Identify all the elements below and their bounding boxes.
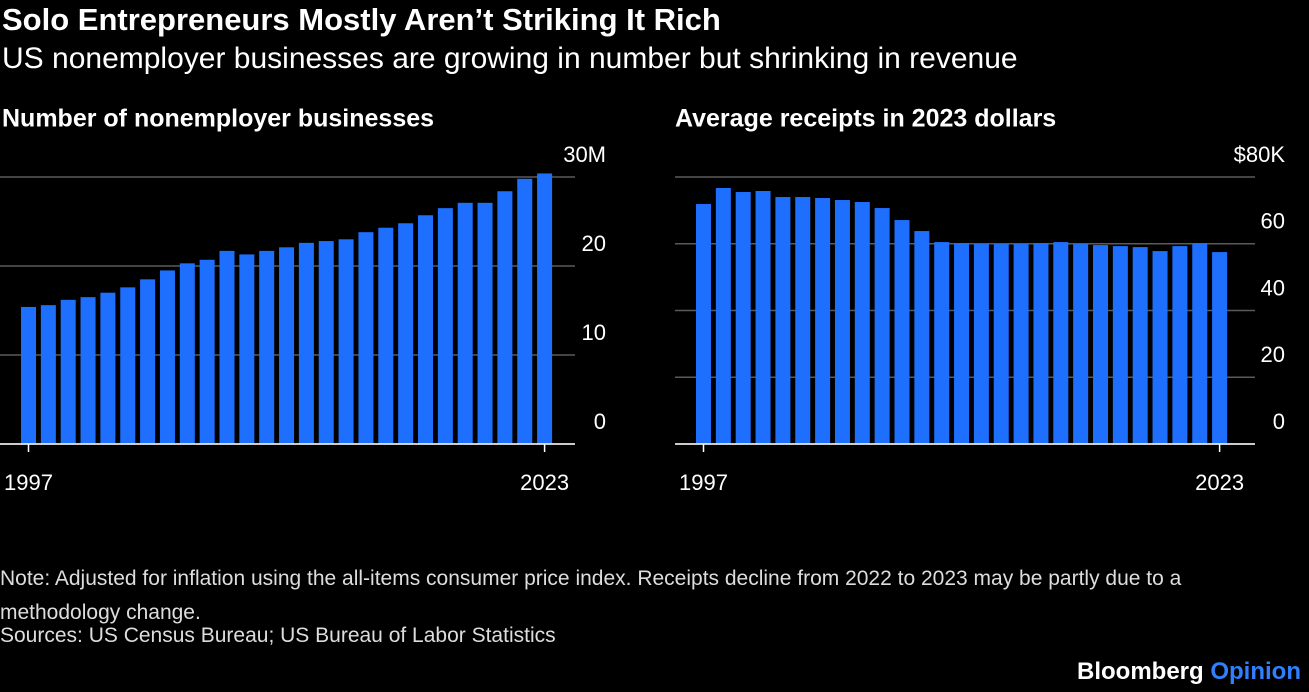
bar (1192, 243, 1208, 444)
x-tick-label: 1997 (679, 470, 728, 495)
bar (100, 292, 116, 444)
x-tick-label: 2023 (520, 470, 569, 495)
bar (874, 208, 890, 444)
y-tick-label: 10 (582, 320, 606, 345)
bar (1073, 244, 1089, 444)
bar (1112, 246, 1128, 444)
bar (537, 173, 553, 444)
bar (894, 220, 910, 444)
bar (60, 299, 76, 444)
bar (199, 259, 215, 444)
bar (398, 223, 414, 444)
bar (40, 305, 56, 444)
bar (1013, 244, 1029, 444)
bar (1132, 247, 1148, 444)
bar (219, 250, 235, 444)
y-tick-label: $80K (1234, 142, 1286, 167)
bar (1212, 252, 1228, 444)
bar (298, 242, 314, 444)
bar (140, 279, 156, 444)
bar (795, 197, 811, 444)
bar (457, 202, 473, 444)
bar (437, 208, 453, 444)
y-tick-label: 0 (594, 409, 606, 434)
chart-title: Number of nonemployer businesses (2, 105, 434, 133)
bar (338, 239, 354, 444)
bar (418, 215, 433, 444)
brand-name: Bloomberg (1077, 658, 1204, 685)
bar (1033, 243, 1049, 444)
bar (1152, 251, 1168, 444)
bar (834, 200, 850, 444)
bar (318, 241, 334, 444)
source: Sources: US Census Bureau; US Bureau of … (0, 624, 556, 647)
bar (239, 254, 255, 444)
bar (993, 244, 1009, 444)
x-tick-label: 2023 (1195, 470, 1244, 495)
bar (775, 197, 791, 444)
y-tick-label: 30M (563, 142, 606, 167)
bar (120, 287, 136, 444)
bar (1172, 246, 1188, 444)
bar (259, 250, 275, 444)
bar (954, 243, 970, 444)
bar (815, 198, 831, 444)
bar (477, 202, 493, 444)
y-tick-label: 20 (1261, 342, 1285, 367)
bar (517, 178, 533, 444)
bar (715, 188, 731, 444)
brand-section: Opinion (1210, 658, 1301, 685)
bar (973, 244, 989, 444)
bar (1053, 242, 1069, 444)
bar (497, 191, 513, 444)
bar (21, 306, 36, 444)
note: Note: Adjusted for inflation using the a… (0, 567, 1182, 624)
chart-title: Average receipts in 2023 dollars (675, 105, 1056, 133)
bar (279, 247, 295, 444)
brand: Bloomberg Opinion (1077, 658, 1301, 686)
bar (80, 297, 96, 444)
bar (934, 242, 950, 444)
y-tick-label: 60 (1261, 209, 1285, 234)
y-tick-label: 0 (1273, 409, 1285, 434)
bar (159, 270, 175, 444)
y-tick-label: 40 (1261, 275, 1285, 300)
bar (358, 232, 374, 444)
title: Solo Entrepreneurs Mostly Aren’t Strikin… (2, 2, 721, 37)
y-tick-label: 20 (582, 231, 606, 256)
bar (179, 263, 195, 444)
bar (735, 192, 751, 444)
bar (755, 191, 771, 444)
x-tick-label: 1997 (4, 470, 53, 495)
subtitle: US nonemployer businesses are growing in… (2, 42, 1018, 75)
bar (914, 231, 930, 444)
bar (696, 204, 711, 444)
bar (1093, 245, 1108, 444)
bar (378, 227, 394, 444)
bar (854, 202, 870, 444)
